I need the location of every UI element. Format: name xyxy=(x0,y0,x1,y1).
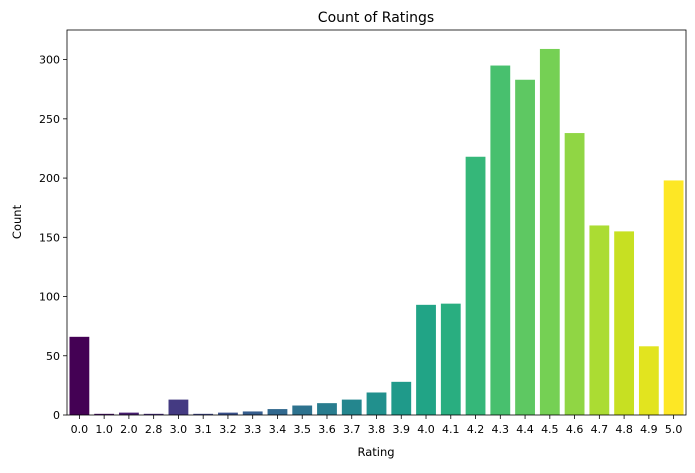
y-tick-label: 0 xyxy=(53,409,60,422)
x-ticks-group: 0.0 1.0 2.0 2.8 3.0 3.1 3.2 3.3 3.4 3.5 3.6 3.7 3.8 3… xyxy=(71,415,683,436)
bar-2.8 xyxy=(143,413,164,415)
x-tick-label: 2.0 xyxy=(120,423,138,436)
x-tick-label: 3.6 xyxy=(318,423,336,436)
bar-1.0 xyxy=(94,413,115,415)
bar-3.2 xyxy=(218,412,238,415)
y-tick-label: 50 xyxy=(46,350,60,363)
x-tick-label: 4.9 xyxy=(640,423,658,436)
bar-0.0 xyxy=(69,336,90,415)
bar-4.0 xyxy=(416,304,436,415)
bar-4.7 xyxy=(589,225,610,415)
x-tick-label: 4.4 xyxy=(516,423,534,436)
bar-3.3 xyxy=(242,411,263,415)
x-tick-label: 4.7 xyxy=(591,423,609,436)
y-ticks-group: 0 50 100 150 200 250 300 xyxy=(39,54,67,422)
chart-title: Count of Ratings xyxy=(318,10,434,26)
bar-4.6 xyxy=(564,133,585,415)
x-tick-label: 3.2 xyxy=(219,423,237,436)
x-tick-label: 3.0 xyxy=(170,423,188,436)
bar-3.5 xyxy=(292,405,313,415)
bar-3.8 xyxy=(366,392,387,415)
y-tick-label: 300 xyxy=(39,54,60,67)
bar-4.1 xyxy=(440,303,461,415)
y-tick-label: 100 xyxy=(39,291,60,304)
bar-3.6 xyxy=(317,403,337,415)
bar-3.0 xyxy=(168,399,189,415)
x-tick-label: 4.2 xyxy=(467,423,485,436)
bar-5.0 xyxy=(663,180,684,415)
bar-4.9 xyxy=(638,346,659,415)
y-axis-label: Count xyxy=(10,204,24,239)
x-tick-label: 4.3 xyxy=(492,423,510,436)
x-tick-label: 2.8 xyxy=(145,423,163,436)
bar-4.2 xyxy=(465,156,486,415)
x-tick-label: 4.6 xyxy=(566,423,584,436)
bar-3.9 xyxy=(391,381,412,415)
bar-4.3 xyxy=(490,65,511,415)
bars-group xyxy=(69,48,684,415)
bar-4.5 xyxy=(539,48,560,415)
x-tick-label: 3.1 xyxy=(194,423,212,436)
x-tick-label: 1.0 xyxy=(95,423,113,436)
x-tick-label: 3.7 xyxy=(343,423,361,436)
bar-2.0 xyxy=(119,412,139,415)
bar-3.4 xyxy=(267,409,288,415)
x-tick-label: 4.0 xyxy=(417,423,435,436)
y-tick-label: 150 xyxy=(39,231,60,244)
x-tick-label: 4.5 xyxy=(541,423,559,436)
bar-4.8 xyxy=(614,231,635,415)
x-tick-label: 3.4 xyxy=(269,423,287,436)
plot-frame xyxy=(66,29,687,416)
x-tick-label: 3.8 xyxy=(368,423,386,436)
x-tick-label: 4.1 xyxy=(442,423,460,436)
x-tick-label: 0.0 xyxy=(71,423,89,436)
x-axis-label: Rating xyxy=(357,445,394,459)
x-tick-label: 3.5 xyxy=(293,423,311,436)
x-tick-label: 4.8 xyxy=(615,423,633,436)
y-tick-label: 200 xyxy=(39,172,60,185)
bar-4.4 xyxy=(515,79,535,415)
bar-3.7 xyxy=(341,399,362,415)
y-tick-label: 250 xyxy=(39,113,60,126)
x-tick-label: 3.9 xyxy=(393,423,411,436)
x-tick-label: 3.3 xyxy=(244,423,262,436)
bar-3.1 xyxy=(193,413,214,415)
x-tick-label: 5.0 xyxy=(665,423,683,436)
